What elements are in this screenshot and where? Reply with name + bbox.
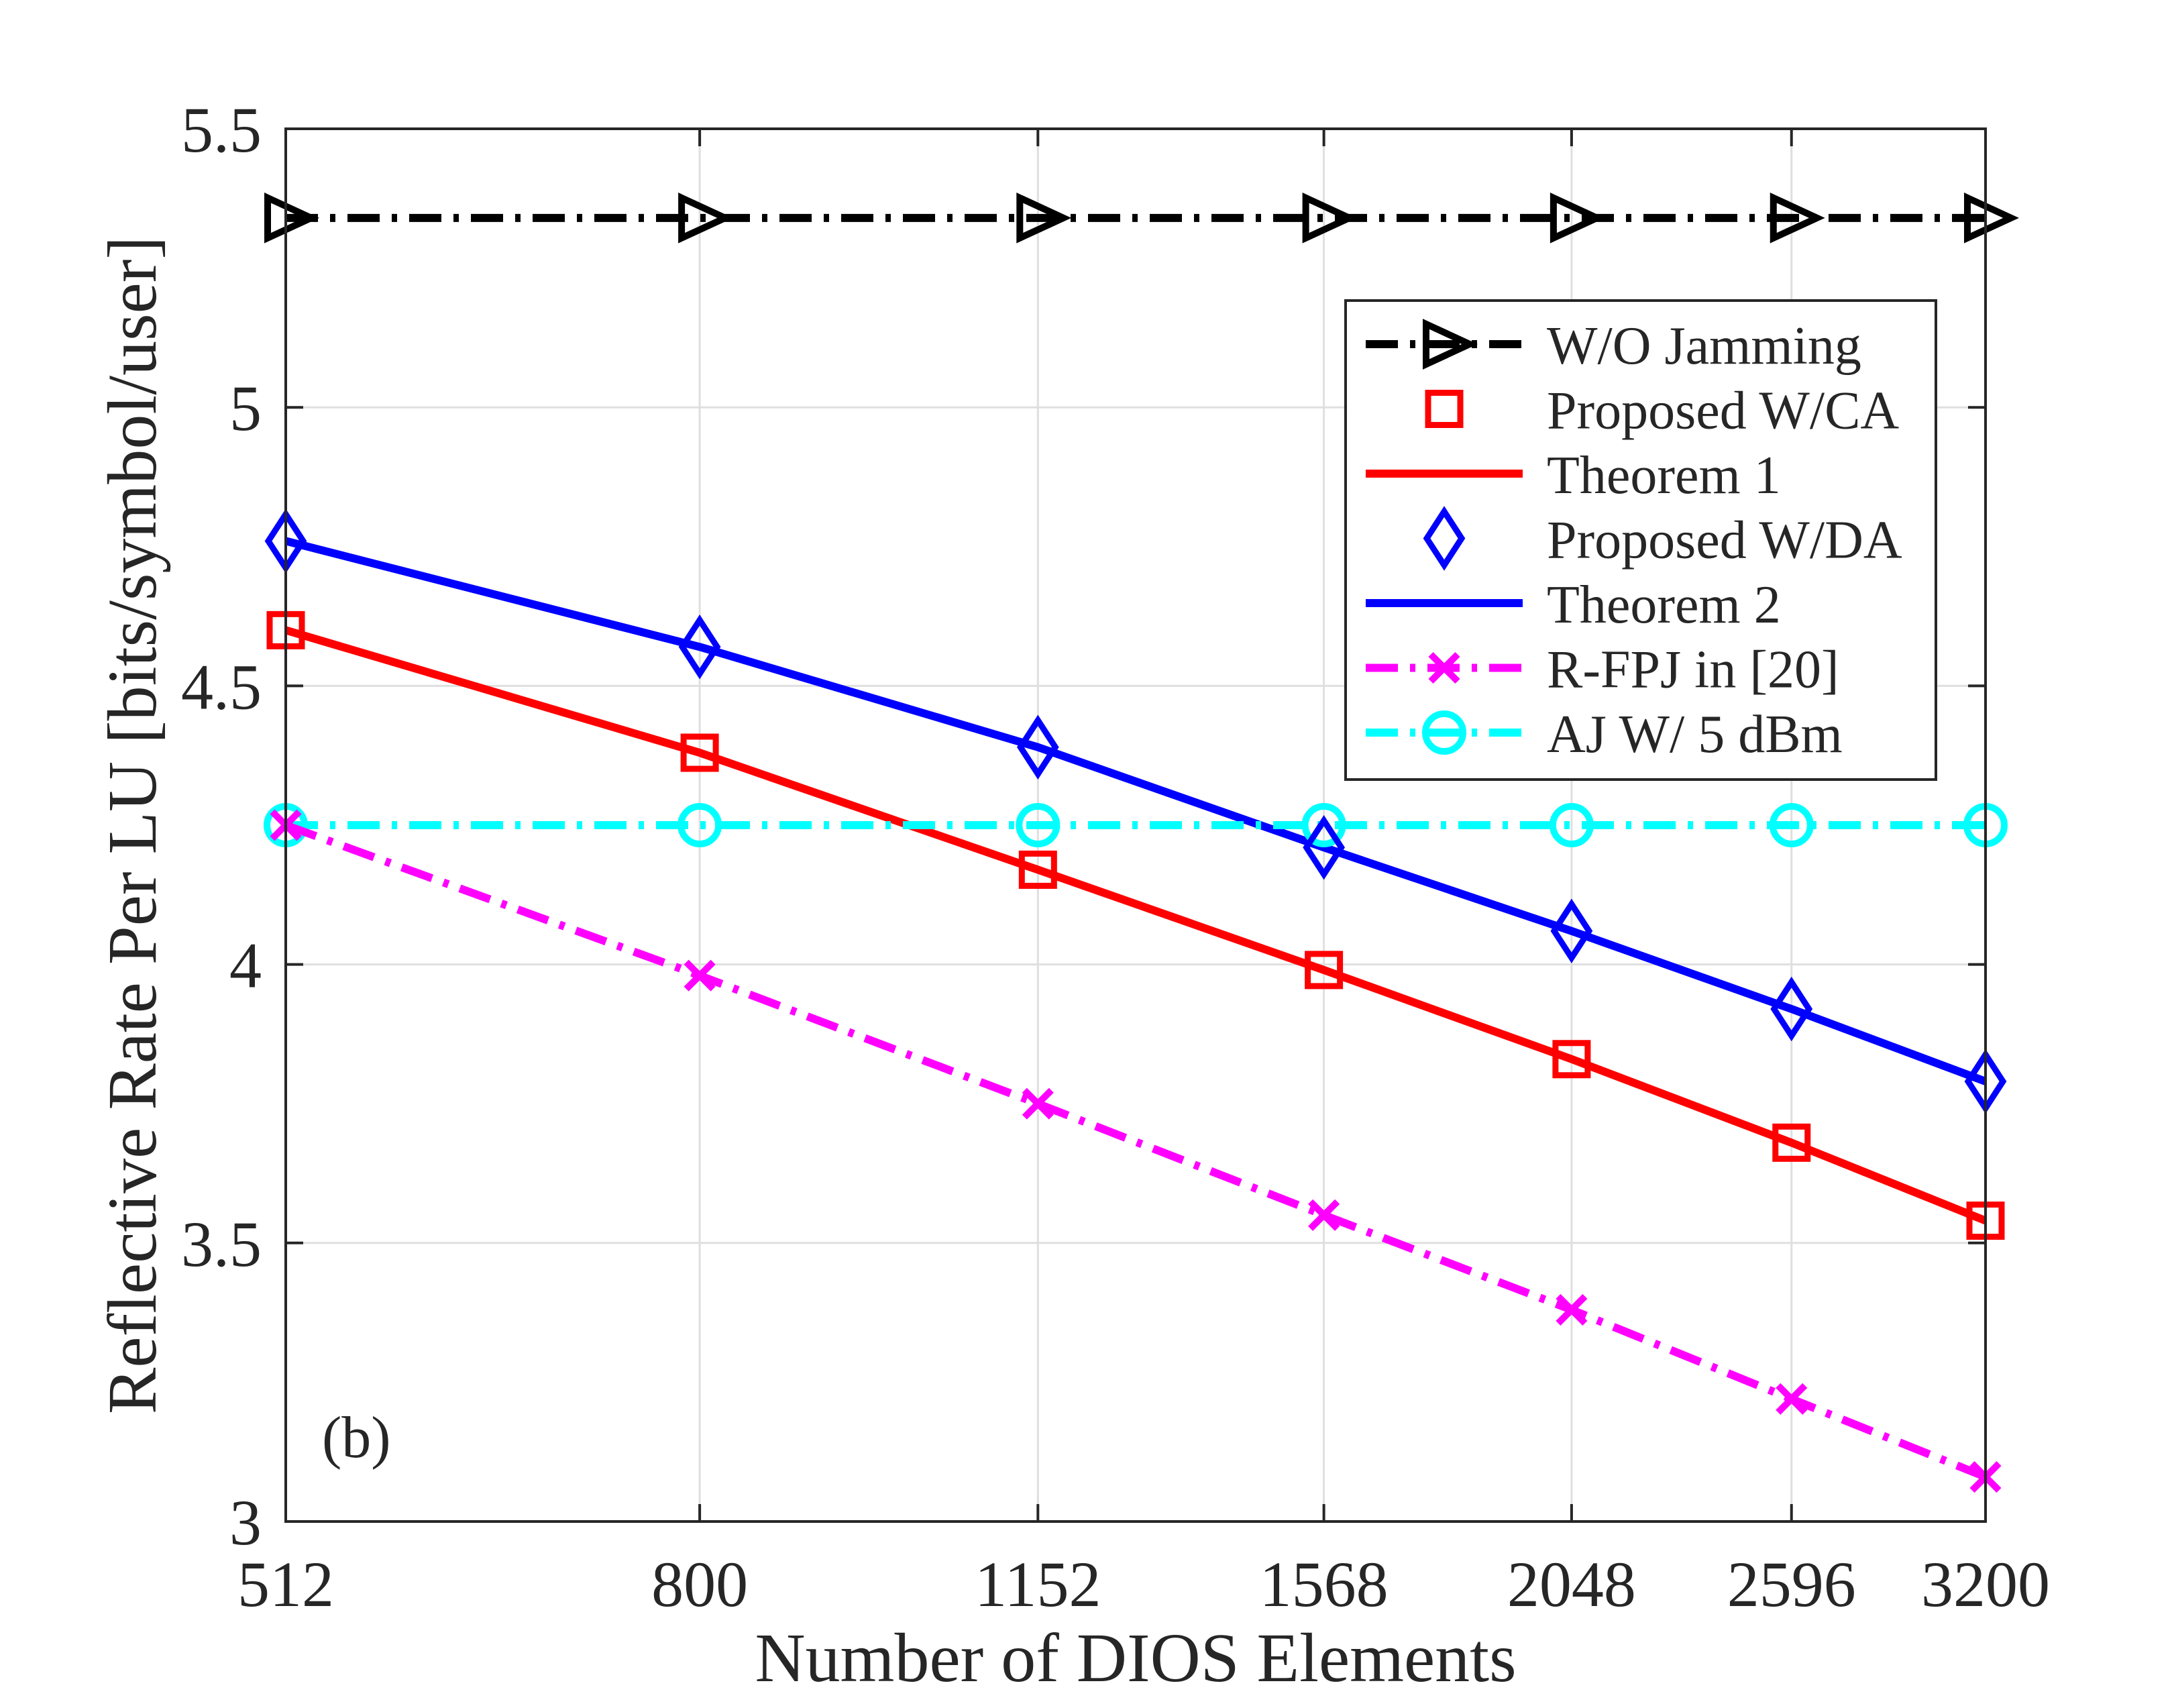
triangle-right-marker: [1302, 193, 1358, 244]
legend-entry: Proposed W/DA: [1423, 506, 1902, 571]
diamond-marker: [1770, 976, 1813, 1042]
diamond-marker: [1423, 506, 1466, 571]
square-marker: [1552, 1040, 1591, 1079]
series-line: [284, 626, 1988, 1225]
legend-entry: Proposed W/CA: [1425, 382, 1899, 441]
x-marker-stroke: [1022, 1087, 1054, 1120]
legend-entry: Theorem 1: [1366, 446, 1781, 505]
axis-ticks: 512 800 1152 1568 2048 2596 3200 3 3.5 4 4.5 5 5.5: [181, 94, 2050, 1620]
circle-marker: [1549, 803, 1594, 847]
plot-frame: [284, 127, 1987, 1523]
x-tick-label: 2596: [1727, 1548, 1856, 1620]
triangle-right-marker: [1770, 193, 1825, 244]
legend-box: [1344, 299, 1937, 781]
series: [264, 803, 2008, 847]
x-marker: [1556, 1293, 1588, 1326]
x-axis-label: Number of DIOS Elements: [755, 1619, 1516, 1697]
y-tick-label: 3.5: [181, 1208, 262, 1280]
x-marker: [1308, 1199, 1340, 1231]
square-marker: [1305, 951, 1344, 990]
legend-label: Theorem 2: [1547, 576, 1781, 635]
x-marker-stroke: [1556, 1293, 1588, 1326]
x-marker-stroke: [1428, 651, 1460, 684]
x-tick-label: 3200: [1921, 1548, 2050, 1620]
legend-label: Proposed W/DA: [1547, 511, 1902, 570]
legend-label: W/O Jamming: [1547, 317, 1861, 376]
diamond-marker: [1016, 714, 1059, 780]
y-tick-label: 5.5: [181, 94, 262, 166]
triangle-right-marker: [1016, 193, 1072, 244]
square-marker: [680, 733, 719, 772]
x-tick-label: 2048: [1507, 1548, 1636, 1620]
diamond-marker: [678, 615, 721, 680]
series: [284, 626, 1988, 1225]
panel-annotation: (b): [322, 1405, 391, 1471]
triangle-right-marker: [678, 193, 734, 244]
series: [284, 537, 1988, 1085]
y-tick-label: 4.5: [181, 651, 262, 723]
legend-label: Theorem 1: [1547, 446, 1781, 505]
x-marker-stroke: [1308, 1199, 1340, 1231]
x-tick-label: 1152: [975, 1548, 1101, 1620]
y-tick-label: 4: [229, 930, 262, 1002]
y-tick-label: 5: [229, 372, 262, 444]
circle-marker: [1769, 803, 1814, 847]
x-tick-label: 512: [237, 1548, 334, 1620]
legend-label: Proposed W/CA: [1547, 382, 1899, 441]
y-axis-label: Reflective Rate Per LU [bits/symbol/user…: [94, 236, 171, 1414]
legend-label: R-FPJ in [20]: [1547, 641, 1839, 700]
x-marker: [684, 959, 716, 992]
diamond-marker: [1303, 814, 1345, 880]
legend-label: AJ W/ 5 dBm: [1547, 705, 1843, 764]
legend-entry: Theorem 2: [1366, 576, 1781, 635]
triangle-right-marker: [1964, 193, 2019, 244]
square-marker: [1772, 1123, 1811, 1162]
triangle-right-marker: [1550, 193, 1605, 244]
x-marker: [1776, 1383, 1808, 1415]
legend-entry: R-FPJ in [20]: [1366, 641, 1839, 700]
series: [264, 193, 2019, 244]
circle-marker: [1301, 803, 1346, 847]
triangle-right-marker: [264, 193, 319, 244]
circle-marker: [677, 803, 722, 847]
legend-entry: W/O Jamming: [1366, 317, 1861, 376]
circle-marker: [1016, 803, 1061, 847]
x-tick-label: 1568: [1260, 1548, 1389, 1620]
series-line: [284, 537, 1988, 1085]
triangle-right-marker: [1423, 319, 1478, 370]
square-marker: [1425, 390, 1464, 428]
x-tick-label: 800: [651, 1548, 748, 1620]
legend-entry: AJ W/ 5 dBm: [1366, 705, 1843, 764]
y-tick-label: 3: [229, 1487, 262, 1558]
circle-marker: [1422, 710, 1466, 755]
x-marker: [1022, 1087, 1054, 1120]
x-marker-stroke: [1776, 1383, 1808, 1415]
square-marker: [1018, 850, 1057, 889]
x-marker: [1428, 651, 1460, 684]
x-marker-stroke: [684, 959, 716, 992]
diamond-marker: [1550, 898, 1593, 964]
plot-series: [264, 193, 2019, 1493]
